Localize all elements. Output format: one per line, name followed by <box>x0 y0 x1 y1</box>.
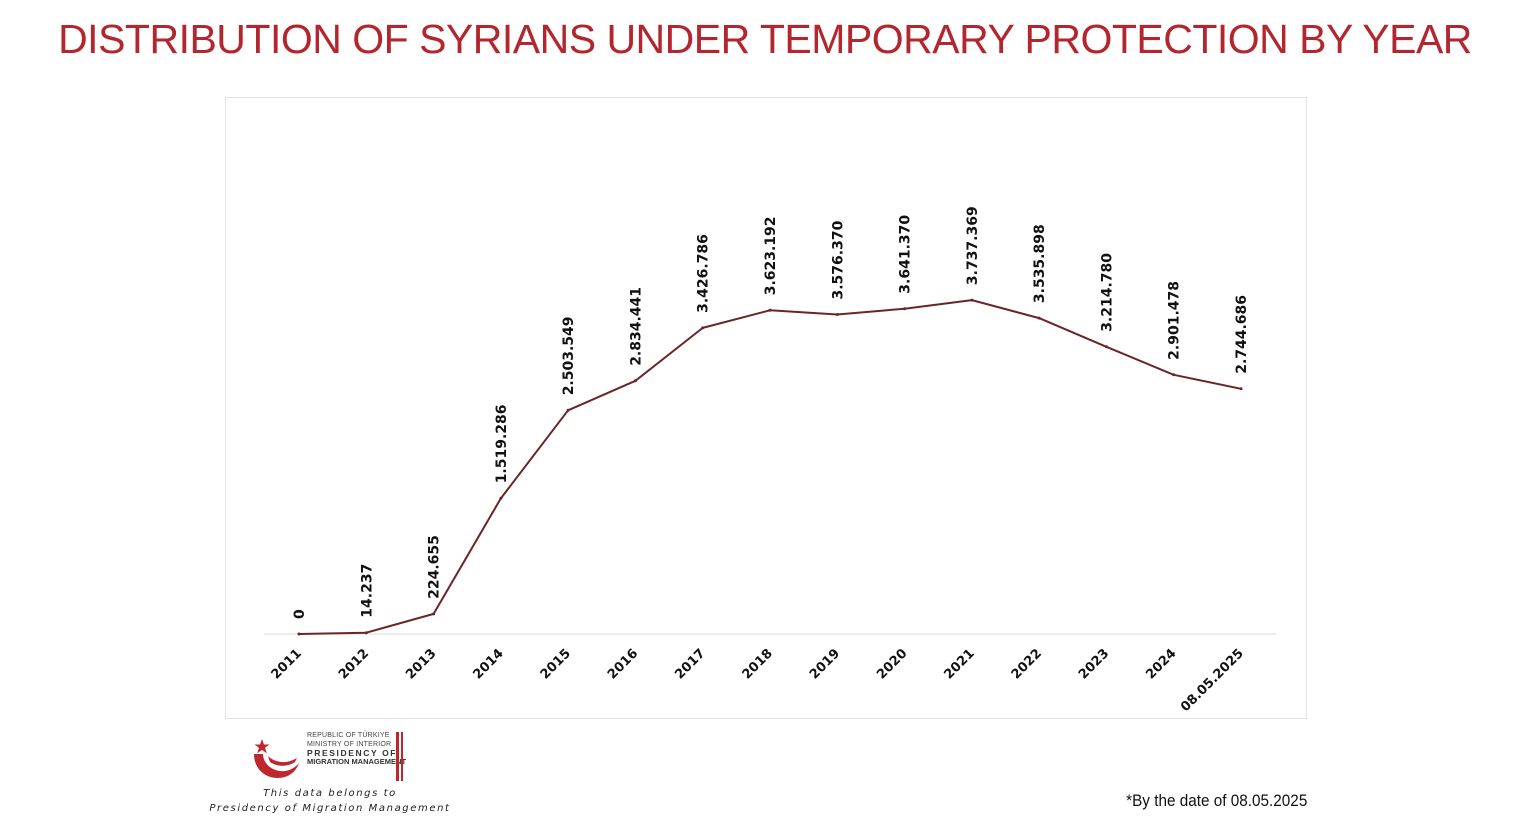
line-chart: 0 14.237 224.655 1.519.286 2.503.549 2.834.44… <box>264 206 1276 715</box>
data-label: 3.641.370 <box>898 215 914 294</box>
data-label: 3.535.898 <box>1032 224 1048 303</box>
data-point <box>1239 387 1243 391</box>
data-label: 14.237 <box>359 564 375 618</box>
data-label: 3.214.780 <box>1099 253 1115 332</box>
x-tick-label: 08.05.2025 <box>1178 646 1247 715</box>
data-label: 224.655 <box>427 535 443 599</box>
crescent-star-icon <box>254 739 299 778</box>
x-tick-label: 2012 <box>336 646 372 682</box>
data-label: 0 <box>292 609 308 619</box>
data-label: 2.834.441 <box>628 287 644 366</box>
data-label: 3.426.786 <box>696 234 712 313</box>
x-tick-label: 2024 <box>1143 646 1179 682</box>
logo-line-migration: MIGRATION MANAGEMENT <box>307 756 407 766</box>
data-point <box>499 496 503 500</box>
page-title: DISTRIBUTION OF SYRIANS UNDER TEMPORARY … <box>58 16 1472 62</box>
credit-line-2: Presidency of Migration Management <box>209 803 451 814</box>
x-tick-label: 2013 <box>403 646 439 682</box>
x-tick-label: 2021 <box>942 646 978 682</box>
x-tick-label: 2020 <box>874 646 910 682</box>
logo-bar-2 <box>401 732 403 781</box>
data-point <box>364 631 368 635</box>
credit-line-1: This data belongs to <box>263 788 397 799</box>
data-label: 3.623.192 <box>763 216 779 295</box>
data-point <box>432 612 436 616</box>
x-tick-label: 2015 <box>538 646 574 682</box>
x-tick-label: 2023 <box>1076 646 1112 682</box>
x-tick-labels-group: 2011 2012 2013 2014 2015 2016 2017 2018 2019 2020… <box>269 646 1247 715</box>
data-point <box>701 326 705 330</box>
x-tick-label: 2019 <box>807 646 843 682</box>
series-group <box>297 298 1243 636</box>
x-tick-label: 2016 <box>605 646 641 682</box>
logo-text: REPUBLIC OF TÜRKIYE MINISTRY OF INTERIOR… <box>307 732 406 766</box>
data-point <box>1037 316 1041 320</box>
data-labels-group: 0 14.237 224.655 1.519.286 2.503.549 2.834.44… <box>292 206 1250 619</box>
data-point <box>1172 373 1176 377</box>
data-label: 2.503.549 <box>561 316 577 395</box>
data-label: 1.519.286 <box>494 404 510 483</box>
data-point <box>633 379 637 383</box>
logo: REPUBLIC OF TÜRKIYE MINISTRY OF INTERIOR… <box>250 732 410 782</box>
data-label: 3.737.369 <box>965 206 981 285</box>
logo-line-ministry: MINISTRY OF INTERIOR <box>307 740 392 748</box>
x-tick-label: 2022 <box>1009 646 1045 682</box>
data-label: 3.576.370 <box>830 220 846 299</box>
data-point <box>768 308 772 312</box>
data-point <box>1104 345 1108 349</box>
logo-bar-1 <box>396 732 399 781</box>
x-tick-label: 2014 <box>471 646 507 682</box>
data-point <box>835 313 839 316</box>
data-point <box>903 307 907 311</box>
x-tick-label: 2011 <box>269 646 305 682</box>
data-point <box>566 408 570 412</box>
data-point <box>297 632 301 636</box>
x-tick-label: 2017 <box>672 646 708 682</box>
credit-note: This data belongs to Presidency of Migra… <box>205 786 455 816</box>
data-label: 2.744.686 <box>1234 295 1250 374</box>
logo-line-presidency: PRESIDENCY OF <box>307 748 398 759</box>
logo-line-republic: REPUBLIC OF TÜRKIYE <box>307 732 390 739</box>
data-label: 2.901.478 <box>1167 281 1183 360</box>
x-tick-label: 2018 <box>740 646 776 682</box>
date-footnote: *By the date of 08.05.2025 <box>1125 791 1307 810</box>
data-point <box>970 298 974 302</box>
chart-frame: 0 14.237 224.655 1.519.286 2.503.549 2.834.44… <box>225 97 1307 719</box>
